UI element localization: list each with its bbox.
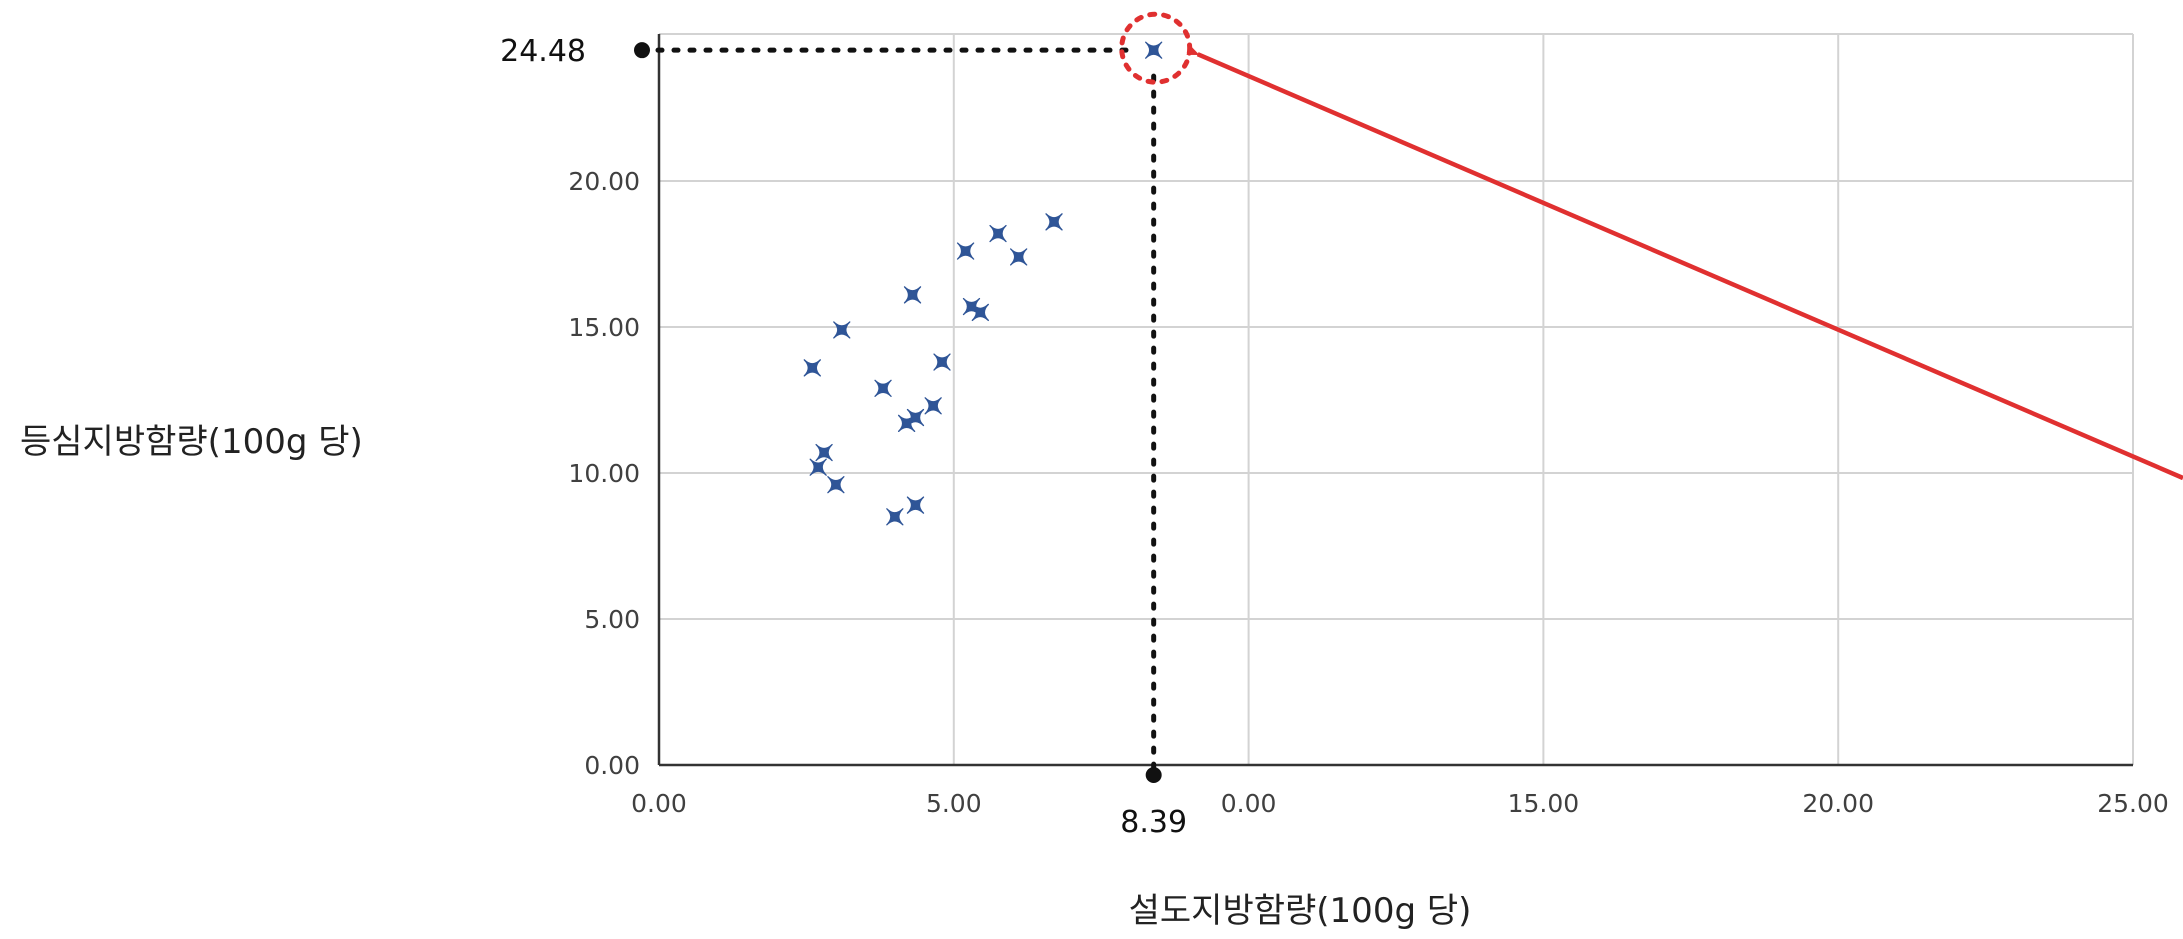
scatter-point	[815, 443, 833, 462]
x-tick-labels: 0.00 5.00 0.00 15.00 20.00 25.00	[631, 789, 2169, 818]
highlight-x-label: 8.39	[1120, 805, 1187, 840]
scatter-point	[903, 286, 922, 304]
x-axis-title: 설도지방함량(100g 당)	[1129, 891, 1472, 931]
scatter-point	[809, 458, 827, 476]
axes	[657, 34, 2133, 767]
scatter-point	[956, 242, 975, 260]
scatter-point	[971, 303, 989, 322]
scatter-point	[906, 408, 925, 427]
x-tick-label: 5.00	[926, 789, 982, 818]
highlight-y-label: 24.48	[500, 34, 586, 69]
scatter-point	[933, 353, 951, 371]
scatter-point	[989, 224, 1007, 243]
y-tick-label: 10.00	[568, 459, 640, 488]
y-axis-title: 등심지방함량(100g 당)	[20, 422, 363, 462]
x-tick-label: 0.00	[631, 789, 687, 818]
x-tick-label: 20.00	[1802, 789, 1874, 818]
x-tick-label: 0.00	[1221, 789, 1277, 818]
y-guide-dot	[634, 42, 650, 59]
scatter-point	[1045, 213, 1063, 231]
highlight-arrow	[1186, 45, 2183, 481]
y-tick-label: 15.00	[568, 313, 640, 342]
y-tick-label: 5.00	[584, 605, 640, 634]
y-tick-label: 0.00	[584, 751, 640, 780]
scatter-point	[1145, 41, 1163, 59]
x-guide-dot	[1145, 767, 1162, 783]
scatter-point	[833, 321, 851, 339]
y-tick-labels: 0.00 5.00 10.00 15.00 20.00	[568, 167, 640, 780]
highlight-callout: 24.48 8.39	[500, 11, 2183, 840]
x-tick-label: 25.00	[2097, 789, 2169, 818]
scatter-point	[1010, 248, 1028, 266]
scatter-point	[924, 397, 942, 415]
scatter-point	[906, 496, 925, 514]
y-tick-label: 20.00	[568, 167, 640, 196]
data-points	[803, 41, 1163, 526]
scatter-point	[827, 476, 845, 494]
scatter-point	[874, 379, 892, 397]
x-tick-label: 15.00	[1508, 789, 1580, 818]
grid-lines	[659, 33, 2134, 765]
scatter-point	[886, 508, 904, 526]
scatter-point	[803, 359, 821, 377]
highlight-guides	[634, 42, 1162, 783]
